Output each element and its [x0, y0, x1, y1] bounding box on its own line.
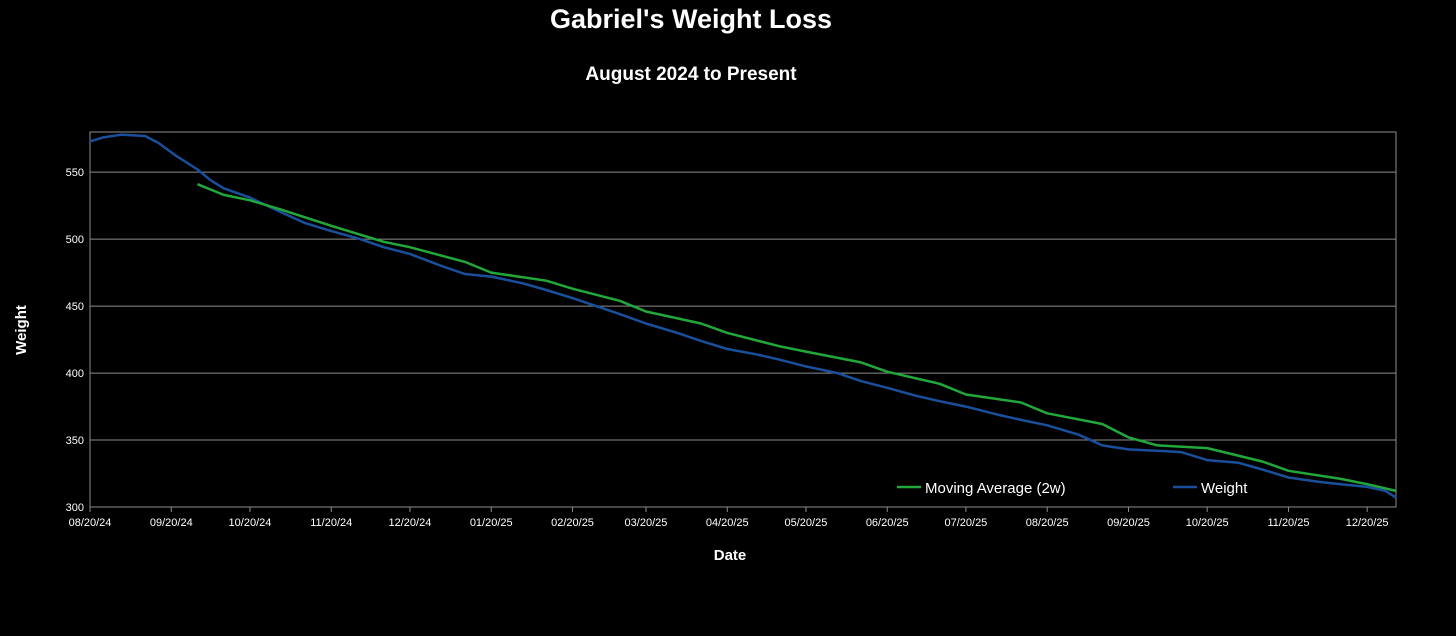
x-tick-label: 04/20/25 [706, 517, 749, 529]
x-tick-label: 09/20/24 [150, 517, 193, 529]
y-tick-label: 500 [66, 234, 84, 246]
x-tick-label: 01/20/25 [470, 517, 513, 529]
series-line-moving-average [197, 183, 1397, 493]
y-tick-label: 400 [66, 368, 84, 380]
x-tick-label: 12/20/24 [389, 517, 432, 529]
grid-lines [90, 171, 1396, 441]
x-tick-label: 07/20/25 [944, 517, 987, 529]
series-layer [89, 133, 1397, 499]
legend-label-weight: Weight [1201, 480, 1248, 497]
legend: Moving Average (2w) Weight [897, 480, 1248, 497]
x-axis-ticks: 08/20/24 09/20/24 10/20/24 11/20/24 12/20/24… [69, 507, 1389, 529]
x-tick-label: 10/20/25 [1186, 517, 1229, 529]
legend-label-moving-average: Moving Average (2w) [925, 480, 1066, 497]
chart-subtitle: August 2024 to Present [585, 64, 797, 85]
y-axis-ticks: 300 350 400 450 500 550 [66, 167, 84, 514]
y-tick-label: 350 [66, 435, 84, 447]
x-tick-label: 03/20/25 [625, 517, 668, 529]
x-tick-label: 09/20/25 [1107, 517, 1150, 529]
x-tick-label: 05/20/25 [785, 517, 828, 529]
x-tick-label: 02/20/25 [551, 517, 594, 529]
x-tick-label: 12/20/25 [1346, 517, 1389, 529]
x-tick-label: 06/20/25 [866, 517, 909, 529]
y-axis-title: Weight [13, 305, 30, 355]
x-tick-label: 08/20/25 [1026, 517, 1069, 529]
x-tick-label: 11/20/25 [1267, 517, 1309, 529]
y-tick-label: 550 [66, 167, 84, 179]
series-line-weight [89, 133, 1397, 499]
y-tick-label: 300 [66, 502, 84, 514]
x-axis-title: Date [714, 547, 747, 564]
y-tick-label: 450 [66, 301, 84, 313]
x-tick-label: 08/20/24 [69, 517, 112, 529]
x-tick-label: 10/20/24 [229, 517, 272, 529]
x-tick-label: 11/20/24 [310, 517, 352, 529]
plot-frame [89, 131, 1397, 508]
chart-title: Gabriel's Weight Loss [550, 4, 832, 34]
